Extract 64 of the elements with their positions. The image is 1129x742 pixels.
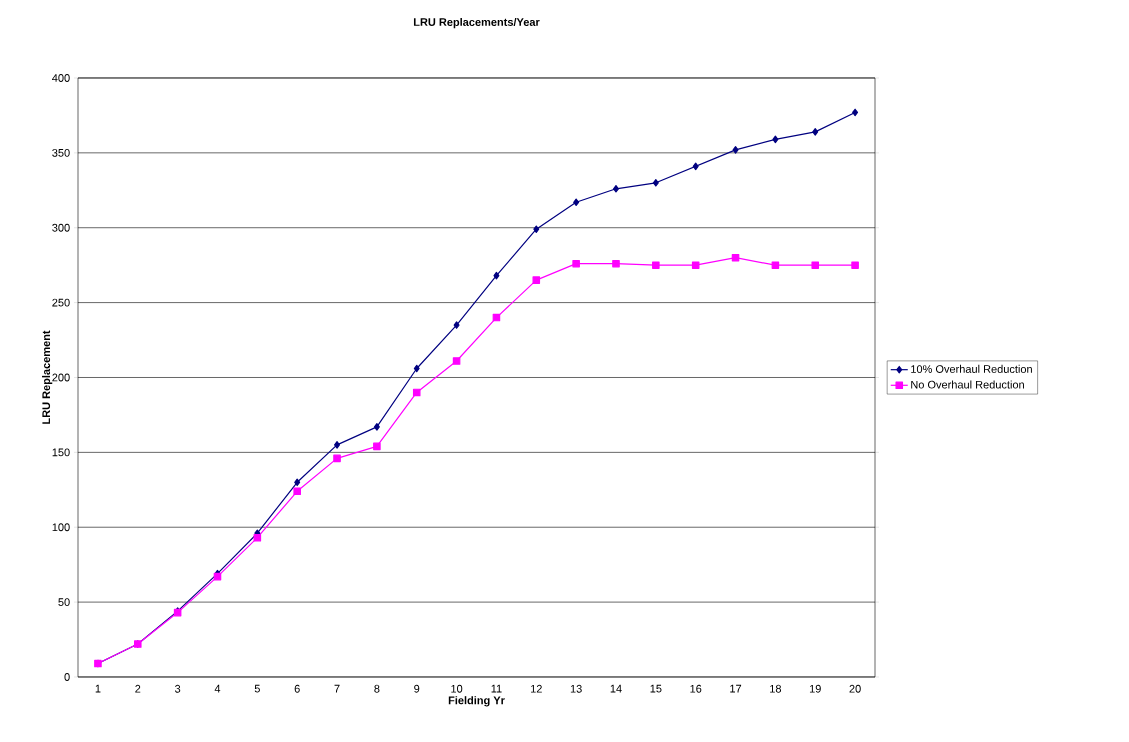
point	[851, 261, 859, 269]
y-tick-label: 300	[52, 223, 70, 232]
y-tick-label: 0	[64, 673, 70, 681]
point	[253, 533, 262, 542]
point	[811, 261, 820, 269]
point	[732, 146, 739, 154]
x-tick-label: 12	[531, 684, 542, 693]
point	[294, 478, 301, 487]
point	[413, 364, 420, 373]
legend-label: No Overhaul Reduction	[911, 380, 1024, 389]
point	[573, 198, 580, 207]
point	[453, 321, 460, 329]
point	[612, 259, 620, 268]
point	[691, 261, 700, 269]
x-tick-label: 2	[135, 684, 141, 693]
y-tick-label: 200	[52, 373, 70, 382]
point	[771, 261, 780, 269]
point	[772, 135, 779, 144]
y-tick-label: 350	[52, 148, 70, 157]
x-tick-label: 7	[334, 684, 340, 693]
point	[452, 357, 461, 365]
x-tick-label: 4	[214, 684, 221, 693]
x-tick-label: 9	[414, 684, 420, 693]
y-tick-label: 400	[52, 74, 70, 82]
x-tick-label: 11	[491, 684, 502, 693]
x-tick-label: 8	[374, 684, 380, 693]
x-tick-label: 20	[849, 684, 861, 693]
point	[612, 185, 619, 193]
point	[333, 454, 341, 463]
point	[652, 261, 660, 269]
y-tick-label: 250	[52, 298, 70, 307]
point	[572, 259, 580, 268]
x-tick-label: 14	[610, 684, 622, 693]
chart-title: LRU Replacements/Year	[413, 17, 540, 29]
x-tick-label: 5	[254, 684, 260, 693]
point	[533, 225, 540, 234]
point	[652, 179, 659, 187]
point	[373, 423, 380, 431]
point	[731, 253, 740, 262]
x-axis-title: Fielding Yr	[448, 696, 505, 707]
x-tick-label: 17	[730, 684, 742, 693]
y-tick-label: 150	[52, 448, 70, 457]
point	[532, 276, 541, 284]
y-axis-title: LRU Replacement	[42, 330, 53, 424]
point	[334, 441, 341, 449]
x-tick-label: 13	[570, 684, 582, 693]
legend-label: 10% Overhaul Reduction	[911, 364, 1032, 373]
point	[493, 271, 500, 280]
point	[293, 487, 301, 496]
point	[412, 388, 421, 397]
point	[812, 128, 819, 136]
point	[692, 162, 699, 171]
point	[852, 108, 859, 117]
x-tick-label: 3	[175, 684, 181, 693]
x-tick-label: 18	[770, 684, 782, 693]
y-tick-label: 100	[52, 523, 70, 532]
x-tick-label: 1	[95, 684, 101, 693]
y-tick-label: 50	[58, 598, 70, 607]
x-tick-label: 19	[809, 684, 821, 693]
x-tick-label: 15	[650, 684, 662, 693]
x-tick-label: 16	[690, 684, 702, 693]
x-tick-label: 6	[294, 684, 300, 693]
x-tick-label: 10	[451, 684, 463, 693]
point	[373, 442, 381, 451]
